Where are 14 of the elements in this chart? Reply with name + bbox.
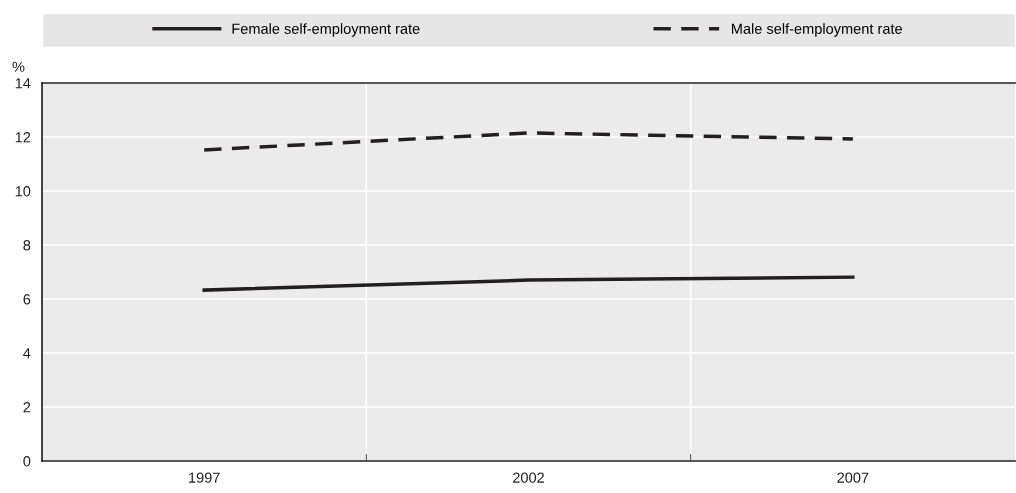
x-tick-label: 2002 bbox=[513, 472, 544, 483]
y-tick-label: 12 bbox=[15, 132, 31, 143]
legend-label: Female self-employment rate bbox=[232, 23, 420, 37]
y-axis-title: % bbox=[12, 61, 25, 72]
y-tick-label: 14 bbox=[15, 78, 31, 89]
y-tick-label: 10 bbox=[15, 186, 31, 197]
y-tick-label: 8 bbox=[23, 240, 31, 251]
y-tick-label: 4 bbox=[23, 348, 31, 359]
y-tick-label: 2 bbox=[23, 402, 31, 413]
x-tick-label: 2007 bbox=[837, 472, 869, 483]
legend-label: Male self-employment rate bbox=[731, 23, 902, 37]
x-tick-label: 1997 bbox=[189, 472, 220, 483]
y-tick-label: 6 bbox=[23, 294, 31, 305]
y-tick-label: 0 bbox=[23, 456, 31, 467]
